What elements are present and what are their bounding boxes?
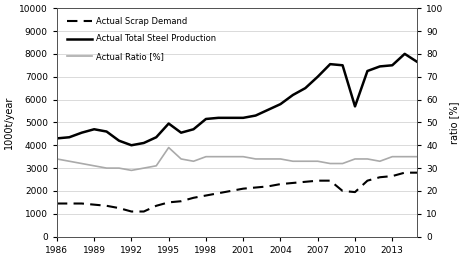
Actual Total Steel Production bbox=[228, 116, 234, 119]
Line: Actual Total Steel Production: Actual Total Steel Production bbox=[57, 54, 417, 145]
Actual Total Steel Production bbox=[352, 105, 358, 108]
Actual Ratio [%] bbox=[402, 155, 408, 158]
Actual Ratio [%] bbox=[54, 157, 60, 160]
Actual Scrap Demand bbox=[402, 171, 408, 174]
Actual Total Steel Production bbox=[104, 130, 109, 133]
Actual Total Steel Production bbox=[54, 137, 60, 140]
Line: Actual Ratio [%]: Actual Ratio [%] bbox=[57, 147, 417, 170]
Actual Scrap Demand bbox=[328, 179, 333, 182]
Actual Scrap Demand bbox=[66, 202, 72, 205]
Actual Total Steel Production bbox=[203, 117, 209, 120]
Actual Ratio [%] bbox=[377, 160, 383, 163]
Actual Scrap Demand bbox=[191, 196, 196, 199]
Actual Scrap Demand bbox=[302, 180, 308, 183]
Actual Ratio [%] bbox=[79, 162, 84, 165]
Actual Total Steel Production bbox=[240, 116, 246, 119]
Actual Scrap Demand bbox=[178, 200, 184, 203]
Actual Scrap Demand bbox=[54, 202, 60, 205]
Actual Ratio [%] bbox=[253, 157, 258, 160]
Actual Total Steel Production bbox=[66, 136, 72, 139]
Actual Total Steel Production bbox=[191, 128, 196, 131]
Actual Total Steel Production bbox=[402, 52, 408, 55]
Actual Ratio [%] bbox=[278, 157, 283, 160]
Actual Ratio [%] bbox=[414, 155, 420, 158]
Actual Ratio [%] bbox=[128, 169, 134, 172]
Actual Scrap Demand bbox=[116, 206, 122, 210]
Actual Ratio [%] bbox=[352, 157, 358, 160]
Actual Total Steel Production bbox=[390, 64, 395, 67]
Actual Total Steel Production bbox=[216, 116, 221, 119]
Actual Scrap Demand bbox=[265, 185, 271, 188]
Actual Total Steel Production bbox=[290, 93, 296, 97]
Actual Scrap Demand bbox=[253, 186, 258, 189]
Actual Ratio [%] bbox=[290, 160, 296, 163]
Actual Scrap Demand bbox=[203, 194, 209, 197]
Actual Scrap Demand bbox=[154, 204, 159, 208]
Actual Ratio [%] bbox=[104, 166, 109, 170]
Actual Scrap Demand bbox=[166, 201, 172, 204]
Actual Scrap Demand bbox=[216, 191, 221, 195]
Actual Scrap Demand bbox=[377, 176, 383, 179]
Actual Ratio [%] bbox=[340, 162, 346, 165]
Actual Ratio [%] bbox=[315, 160, 320, 163]
Actual Scrap Demand bbox=[340, 189, 346, 193]
Actual Total Steel Production bbox=[166, 122, 172, 125]
Actual Total Steel Production bbox=[178, 131, 184, 134]
Actual Total Steel Production bbox=[154, 136, 159, 139]
Actual Total Steel Production bbox=[141, 141, 146, 145]
Actual Total Steel Production bbox=[79, 131, 84, 134]
Actual Total Steel Production bbox=[365, 69, 370, 73]
Actual Total Steel Production bbox=[278, 103, 283, 106]
Actual Scrap Demand bbox=[228, 189, 234, 193]
Actual Scrap Demand bbox=[128, 210, 134, 213]
Actual Total Steel Production bbox=[116, 139, 122, 142]
Actual Total Steel Production bbox=[128, 144, 134, 147]
Actual Total Steel Production bbox=[328, 63, 333, 66]
Actual Ratio [%] bbox=[228, 155, 234, 158]
Actual Scrap Demand bbox=[352, 190, 358, 194]
Y-axis label: ratio [%]: ratio [%] bbox=[449, 101, 459, 144]
Actual Total Steel Production bbox=[414, 60, 420, 63]
Actual Scrap Demand bbox=[290, 181, 296, 185]
Actual Total Steel Production bbox=[302, 86, 308, 90]
Actual Ratio [%] bbox=[390, 155, 395, 158]
Actual Ratio [%] bbox=[141, 166, 146, 170]
Actual Scrap Demand bbox=[104, 204, 109, 208]
Actual Scrap Demand bbox=[390, 174, 395, 178]
Actual Ratio [%] bbox=[178, 157, 184, 160]
Actual Scrap Demand bbox=[278, 183, 283, 186]
Actual Ratio [%] bbox=[191, 160, 196, 163]
Line: Actual Scrap Demand: Actual Scrap Demand bbox=[57, 173, 417, 212]
Actual Total Steel Production bbox=[91, 128, 97, 131]
Actual Total Steel Production bbox=[315, 75, 320, 78]
Actual Ratio [%] bbox=[265, 157, 271, 160]
Actual Ratio [%] bbox=[328, 162, 333, 165]
Actual Scrap Demand bbox=[141, 210, 146, 213]
Actual Ratio [%] bbox=[216, 155, 221, 158]
Actual Scrap Demand bbox=[315, 179, 320, 182]
Actual Ratio [%] bbox=[116, 166, 122, 170]
Actual Scrap Demand bbox=[414, 171, 420, 174]
Actual Scrap Demand bbox=[91, 203, 97, 206]
Actual Ratio [%] bbox=[365, 157, 370, 160]
Actual Scrap Demand bbox=[79, 202, 84, 205]
Actual Ratio [%] bbox=[154, 164, 159, 168]
Actual Ratio [%] bbox=[66, 160, 72, 163]
Actual Total Steel Production bbox=[340, 64, 346, 67]
Legend: Actual Scrap Demand, Actual Total Steel Production, Actual Ratio [%]: Actual Scrap Demand, Actual Total Steel … bbox=[64, 15, 219, 63]
Actual Ratio [%] bbox=[166, 146, 172, 149]
Actual Ratio [%] bbox=[91, 164, 97, 168]
Actual Scrap Demand bbox=[365, 179, 370, 182]
Actual Ratio [%] bbox=[203, 155, 209, 158]
Actual Total Steel Production bbox=[253, 114, 258, 117]
Actual Ratio [%] bbox=[240, 155, 246, 158]
Actual Total Steel Production bbox=[377, 65, 383, 68]
Actual Ratio [%] bbox=[302, 160, 308, 163]
Y-axis label: 1000t/year: 1000t/year bbox=[3, 96, 14, 149]
Actual Scrap Demand bbox=[240, 187, 246, 190]
Actual Total Steel Production bbox=[265, 108, 271, 112]
